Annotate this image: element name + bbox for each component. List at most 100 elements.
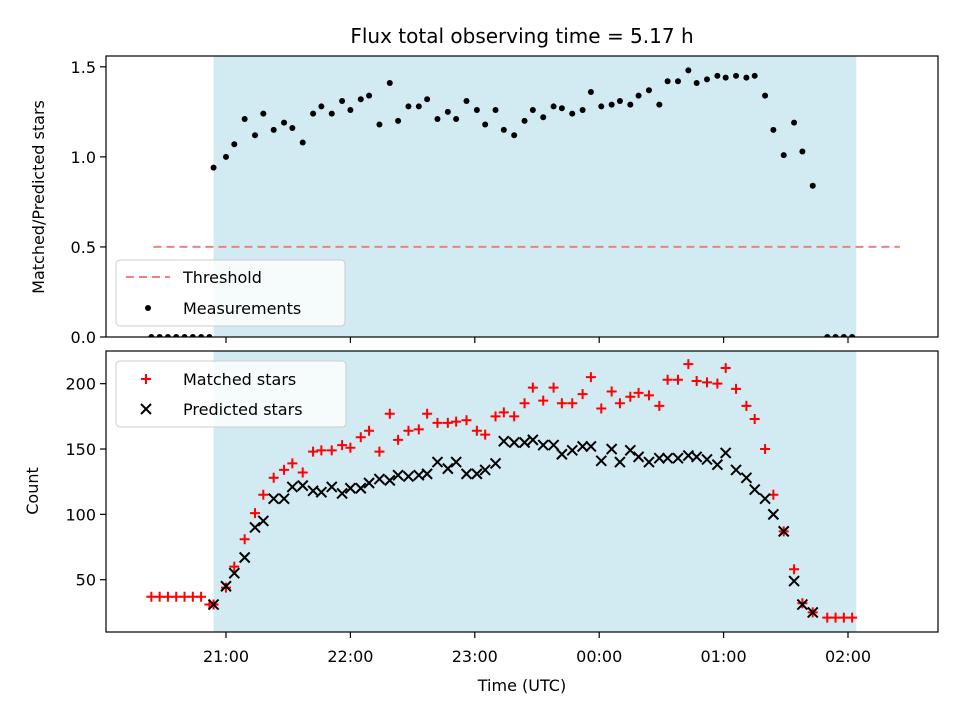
measurement-point: [210, 164, 217, 171]
measurement-point: [587, 89, 594, 96]
predicted-stars-point: [249, 521, 261, 534]
measurement-point: [339, 98, 346, 105]
matched-stars-point: [413, 424, 424, 435]
predicted-stars-point: [759, 492, 771, 505]
predicted-stars-point: [207, 598, 220, 611]
measurement-point: [540, 114, 547, 121]
legend-predicted-swatch: [140, 403, 152, 415]
chart-title: Flux total observing time = 5.17 h: [350, 24, 693, 48]
matched-stars-point: [393, 434, 404, 445]
measurement-point: [616, 98, 623, 105]
measurement-point: [733, 72, 740, 79]
predicted-stars-point: [527, 434, 539, 446]
matched-stars-point: [741, 400, 752, 411]
top-y-tick-label: 0.0: [71, 328, 96, 347]
matched-stars-point: [606, 386, 617, 397]
matched-stars-point: [556, 398, 567, 409]
matched-stars-point: [567, 398, 578, 409]
measurement-point: [492, 107, 499, 114]
predicted-stars-point: [228, 567, 241, 579]
measurement-point: [685, 67, 692, 74]
x-tick-label: 02:00: [825, 647, 871, 666]
x-tick-label: 00:00: [576, 647, 622, 666]
predicted-stars-point: [778, 525, 790, 538]
matched-stars-point: [196, 591, 207, 602]
matched-stars-point: [345, 442, 356, 453]
measurement-point: [270, 126, 277, 133]
measurement-point: [832, 334, 839, 337]
legend-matched-swatch: [141, 374, 151, 384]
matched-stars-point: [451, 416, 462, 427]
measurement-point: [299, 139, 306, 146]
predicted-stars-point: [796, 598, 809, 611]
measurement-point: [751, 72, 758, 79]
measurement-point: [511, 132, 518, 139]
predicted-stars-point: [518, 436, 531, 449]
matched-stars-point: [229, 561, 240, 572]
measurement-point: [463, 98, 470, 105]
matched-stars-point: [519, 398, 530, 409]
predicted-stars-point: [585, 440, 597, 453]
predicted-stars-point: [566, 444, 578, 457]
predicted-stars-point: [471, 468, 483, 480]
predicted-stars-point: [257, 515, 270, 527]
predicted-stars-point: [373, 473, 386, 485]
measurement-point: [770, 126, 777, 133]
measurement-point: [357, 96, 364, 103]
predicted-stars-point: [498, 435, 510, 447]
measurement-point: [223, 153, 229, 160]
measurement-point: [181, 334, 188, 337]
predicted-stars-point: [576, 440, 589, 453]
predicted-stars-point: [537, 439, 549, 451]
legend-measurements-swatch: [145, 305, 151, 311]
matched-stars-point: [691, 376, 702, 387]
matched-stars-point: [702, 377, 713, 388]
top-panel: 0.0 0.5 1.0 1.5 Threshold Measurements: [71, 55, 939, 347]
predicted-stars-point: [450, 456, 462, 468]
matched-stars-point: [239, 534, 250, 545]
matched-stars-point: [643, 390, 654, 401]
predicted-stars-point: [690, 451, 703, 463]
measurement-point: [674, 78, 681, 85]
predicted-stars-point: [661, 452, 674, 464]
predicted-stars-point: [336, 487, 348, 500]
matched-stars-point: [355, 432, 366, 443]
measurement-point: [241, 116, 248, 123]
top-y-axis-label: Matched/Predicted stars: [29, 100, 48, 294]
predicted-stars-point: [653, 452, 666, 464]
legend-measurements-label: Measurements: [183, 299, 301, 318]
measurement-point: [395, 117, 402, 124]
measurement-point: [405, 103, 412, 110]
top-series-dot-0: [148, 67, 856, 337]
matched-stars-point: [538, 395, 549, 406]
predicted-stars-point: [442, 462, 454, 475]
measurement-point: [424, 96, 431, 103]
predicted-stars-point: [672, 452, 684, 464]
matched-stars-point: [308, 446, 319, 457]
bottom-legend-box: [115, 360, 347, 428]
measurement-point: [289, 125, 296, 132]
bottom-y-tick-label: 50: [76, 571, 96, 590]
legend-matched-label: Matched stars: [183, 370, 296, 389]
matched-stars-point: [509, 411, 520, 422]
legend-predicted-label: Predicted stars: [183, 400, 303, 419]
measurement-point: [252, 132, 259, 139]
predicted-stars-point: [730, 464, 742, 476]
measurement-point: [529, 107, 536, 114]
measurement-point: [206, 334, 213, 337]
measurement-point: [656, 101, 663, 108]
measurement-point: [473, 107, 480, 114]
measurement-point: [809, 182, 816, 189]
predicted-stars-point: [421, 468, 433, 480]
measurement-point: [550, 103, 557, 110]
matched-stars-point: [250, 508, 261, 519]
measurement-point: [693, 80, 700, 87]
measurement-point: [376, 121, 383, 128]
matched-stars-point: [442, 417, 453, 428]
measurement-point: [281, 119, 288, 126]
matched-stars-point: [731, 383, 742, 394]
matched-stars-point: [498, 407, 509, 418]
bottom-series-plus-0: [146, 359, 858, 623]
predicted-stars-point: [595, 455, 607, 467]
measurement-point: [762, 92, 769, 99]
